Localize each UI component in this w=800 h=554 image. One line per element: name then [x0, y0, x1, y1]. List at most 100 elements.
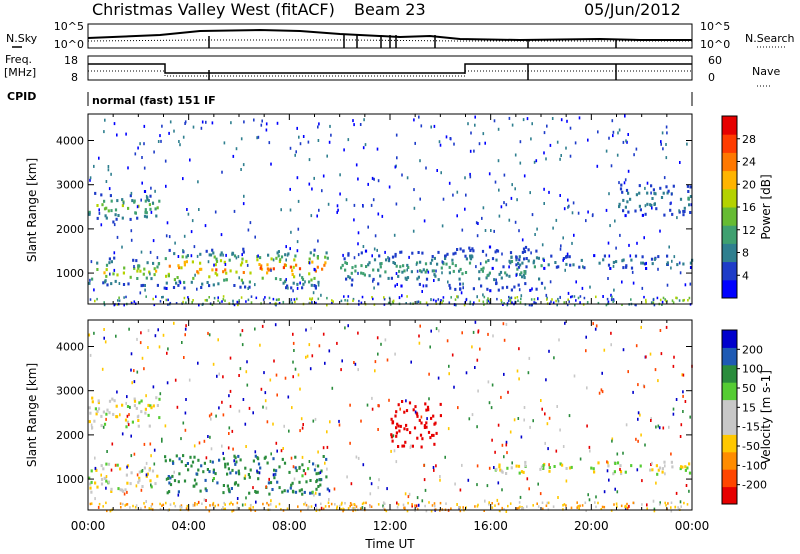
x-tick-label: 04:00: [171, 519, 206, 533]
colorbar-cell: [722, 434, 737, 453]
nave-label: Nave: [752, 65, 780, 78]
velocity-ylabel: Slant Range [km]: [25, 363, 39, 467]
colorbar-cell: [722, 225, 737, 244]
y-tick-label: 2000: [56, 223, 84, 236]
power-data-layer: [88, 114, 694, 307]
power-band: [340, 249, 440, 288]
colorbar-cell: [722, 170, 737, 190]
power-band: [88, 256, 161, 288]
y-tick-label: 4000: [56, 341, 84, 354]
colorbar-cell: [722, 279, 737, 299]
velocity-x-ticks: [87, 320, 693, 510]
power-colorbar: 4 8 12 16 20 24 28 Power [dB]: [721, 115, 773, 299]
power-band: [163, 247, 329, 290]
nsearch-tick-top: 10^5: [700, 20, 730, 33]
nsky-dropouts: [208, 35, 617, 48]
colorbar-tick-label: -15: [742, 421, 760, 434]
power-band: [491, 254, 694, 270]
power-band: [88, 190, 161, 224]
colorbar-cell: [722, 486, 737, 505]
power-x-ticks: [87, 114, 693, 304]
velocity-band: [88, 462, 159, 494]
colorbar-tick-label: 8: [742, 247, 749, 260]
y-tick-label: 2000: [56, 429, 84, 442]
colorbar-cell: [722, 382, 737, 401]
colorbar-tick-label: 16: [742, 201, 756, 214]
freq-label: Freq.: [5, 53, 32, 66]
freq-dropouts: [208, 64, 617, 80]
colorbar-cell: [722, 417, 737, 435]
x-tick-labels: 00:00 04:00 08:00 12:00 16:00 20:00 00:00: [71, 519, 710, 533]
power-ylabel: Slant Range [km]: [25, 158, 39, 262]
power-noise: [89, 114, 693, 307]
colorbar-cell: [722, 261, 737, 281]
colorbar-cell: [722, 469, 737, 488]
freq-tick-bottom: 8: [71, 71, 78, 84]
beam-label: Beam 23: [354, 0, 426, 19]
colorbar-cell: [722, 347, 737, 366]
colorbar-tick-label: 15: [742, 401, 756, 414]
station-title: Christmas Valley West (fitACF): [92, 0, 335, 19]
nave-tick-bottom: 0: [708, 71, 715, 84]
colorbar-cell: [722, 451, 737, 470]
velocity-band: [494, 460, 692, 476]
colorbar-tick-label: 28: [742, 133, 756, 146]
freq-tick-top: 18: [64, 54, 78, 67]
velocity-noise: [88, 320, 693, 513]
colorbar-tick-label: -200: [742, 479, 767, 492]
y-tick-label: 1000: [56, 267, 84, 280]
velocity-colorbar: -200 -100 -50 -15 15 50 100 200 Velocity [m s-1…: [721, 329, 773, 505]
x-tick-label: 08:00: [272, 519, 307, 533]
velocity-band: [390, 400, 442, 449]
colorbar-tick-label: 4: [742, 269, 749, 282]
colorbar-cell: [722, 152, 737, 172]
colorbar-cell: [722, 134, 737, 153]
x-tick-label: 00:00: [71, 519, 106, 533]
velocity-band: [164, 454, 329, 496]
nsearch-trace: [87, 39, 692, 42]
date-label: 05/Jun/2012: [584, 0, 681, 19]
nsky-trace: [87, 28, 692, 42]
colorbar-cell: [722, 364, 737, 383]
x-tick-label: 00:00: [675, 519, 710, 533]
colorbar-cell: [722, 243, 737, 263]
colorbar-cell: [722, 207, 737, 226]
velocity-colorbar-label: Velocity [m s-1]: [759, 370, 773, 464]
power-y-ticks: 1000 2000 3000 4000: [56, 135, 692, 280]
cpid-label: CPID: [7, 90, 36, 103]
nsky-panel: 10^5 10^0 10^5 10^0: [54, 20, 730, 51]
colorbar-tick-label: 100: [742, 363, 763, 376]
velocity-near-range-strip: [89, 501, 689, 513]
cpid-value: normal (fast) 151 IF: [92, 94, 216, 107]
x-tick-label: 20:00: [574, 519, 609, 533]
colorbar-tick-label: -50: [742, 440, 760, 453]
y-tick-label: 3000: [56, 179, 84, 192]
y-tick-label: 3000: [56, 385, 84, 398]
nsearch-tick-bottom: 10^0: [700, 38, 730, 51]
power-panel: 1000 2000 3000 4000 Slant Range [km]: [25, 113, 694, 307]
nave-tick-top: 60: [708, 54, 722, 67]
velocity-data-layer: [88, 320, 693, 513]
colorbar-tick-label: 12: [742, 224, 756, 237]
power-colorbar-ticks: 4 8 12 16 20 24 28: [737, 133, 756, 282]
freq-panel: 18 8 60 0: [64, 54, 722, 84]
nsky-tick-bottom: 10^0: [54, 38, 84, 51]
velocity-panel: 1000 2000 3000 4000 Slant Range [km]: [25, 319, 693, 513]
y-tick-label: 4000: [56, 135, 84, 148]
nsearch-label: N.Search: [745, 32, 795, 45]
velocity-band: [88, 396, 161, 430]
colorbar-tick-label: 50: [742, 382, 756, 395]
colorbar-cell: [722, 188, 737, 208]
y-tick-label: 1000: [56, 473, 84, 486]
nsky-label: N.Sky: [6, 32, 38, 45]
freq-unit-label: [MHz]: [4, 66, 36, 79]
colorbar-cell: [722, 116, 737, 135]
velocity-y-ticks: 1000 2000 3000 4000: [56, 341, 692, 486]
colorbar-tick-label: -100: [742, 459, 767, 472]
freq-trace: [88, 63, 692, 74]
x-axis-label: Time UT: [364, 537, 415, 551]
x-tick-label: 16:00: [473, 519, 508, 533]
power-band: [618, 183, 692, 218]
power-colorbar-label: Power [dB]: [759, 174, 773, 239]
colorbar-tick-label: 20: [742, 178, 756, 191]
